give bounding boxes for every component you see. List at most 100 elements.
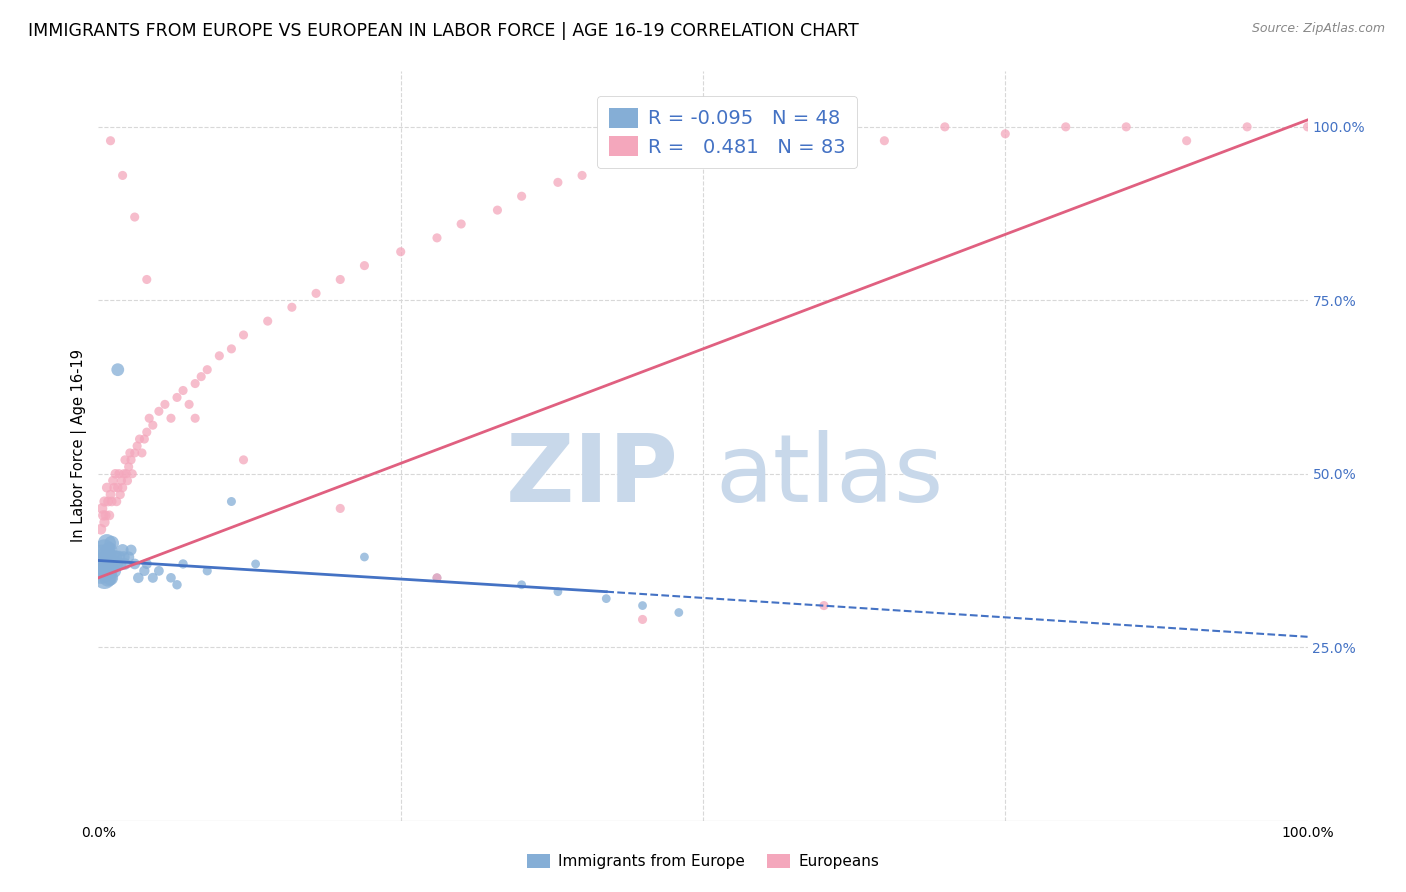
Point [94, 508, 117, 523]
Point [96, 536, 118, 550]
Point [221, 342, 243, 356]
Point [111, 543, 134, 558]
Point [813, 120, 835, 134]
Point [1236, 120, 1258, 134]
Point [108, 487, 131, 501]
Point [97, 571, 120, 585]
Point [105, 494, 128, 508]
Point [103, 481, 125, 495]
Point [148, 404, 170, 418]
Point [96, 557, 118, 571]
Point [547, 175, 569, 189]
Point [1175, 134, 1198, 148]
Text: Source: ZipAtlas.com: Source: ZipAtlas.com [1251, 22, 1385, 36]
Point [101, 557, 124, 571]
Point [510, 578, 533, 592]
Point [232, 453, 254, 467]
Point [190, 369, 212, 384]
Point [135, 272, 157, 286]
Point [184, 376, 207, 391]
Point [101, 474, 124, 488]
Point [571, 169, 593, 183]
Point [111, 169, 134, 183]
Point [108, 549, 131, 564]
Point [232, 328, 254, 343]
Point [120, 543, 142, 558]
Point [221, 494, 243, 508]
Y-axis label: In Labor Force | Age 16-19: In Labor Force | Age 16-19 [72, 350, 87, 542]
Point [813, 599, 835, 613]
Point [135, 557, 157, 571]
Point [103, 564, 125, 578]
Point [131, 446, 153, 460]
Point [93, 516, 115, 530]
Point [172, 384, 194, 398]
Point [90, 564, 112, 578]
Point [105, 557, 128, 571]
Point [127, 571, 149, 585]
Point [107, 362, 129, 376]
Text: IMMIGRANTS FROM EUROPE VS EUROPEAN IN LABOR FORCE | AGE 16-19 CORRELATION CHART: IMMIGRANTS FROM EUROPE VS EUROPEAN IN LA… [28, 22, 859, 40]
Point [353, 549, 375, 564]
Text: ZIP: ZIP [506, 430, 679, 522]
Point [93, 543, 115, 558]
Point [100, 487, 122, 501]
Point [100, 494, 122, 508]
Point [93, 494, 115, 508]
Point [97, 549, 120, 564]
Point [124, 210, 146, 224]
Point [97, 494, 120, 508]
Point [91, 501, 114, 516]
Point [104, 549, 127, 564]
Point [142, 571, 165, 585]
Point [934, 120, 956, 134]
Point [124, 446, 146, 460]
Point [91, 508, 114, 523]
Point [127, 439, 149, 453]
Point [668, 606, 690, 620]
Point [160, 571, 183, 585]
Point [184, 411, 207, 425]
Point [595, 591, 617, 606]
Point [631, 599, 654, 613]
Legend: R = -0.095   N = 48, R =   0.481   N = 83: R = -0.095 N = 48, R = 0.481 N = 83 [598, 96, 858, 169]
Point [450, 217, 472, 231]
Point [112, 549, 135, 564]
Point [115, 467, 138, 481]
Point [172, 557, 194, 571]
Point [426, 231, 449, 245]
Point [256, 314, 278, 328]
Point [692, 120, 714, 134]
Point [138, 411, 160, 425]
Point [281, 300, 304, 314]
Point [631, 612, 654, 626]
Point [389, 244, 412, 259]
Point [426, 571, 449, 585]
Point [245, 557, 267, 571]
Point [208, 349, 231, 363]
Point [94, 549, 117, 564]
Point [100, 536, 122, 550]
Point [752, 120, 775, 134]
Point [98, 543, 121, 558]
Point [353, 259, 375, 273]
Point [994, 127, 1017, 141]
Point [118, 446, 141, 460]
Point [631, 141, 654, 155]
Point [110, 474, 132, 488]
Point [114, 557, 136, 571]
Point [100, 557, 122, 571]
Point [510, 189, 533, 203]
Point [120, 453, 142, 467]
Point [111, 481, 134, 495]
Point [195, 362, 218, 376]
Point [100, 571, 122, 585]
Point [1115, 120, 1137, 134]
Point [160, 411, 183, 425]
Point [1296, 120, 1319, 134]
Point [117, 474, 139, 488]
Point [107, 481, 129, 495]
Point [100, 549, 122, 564]
Point [135, 425, 157, 439]
Point [426, 571, 449, 585]
